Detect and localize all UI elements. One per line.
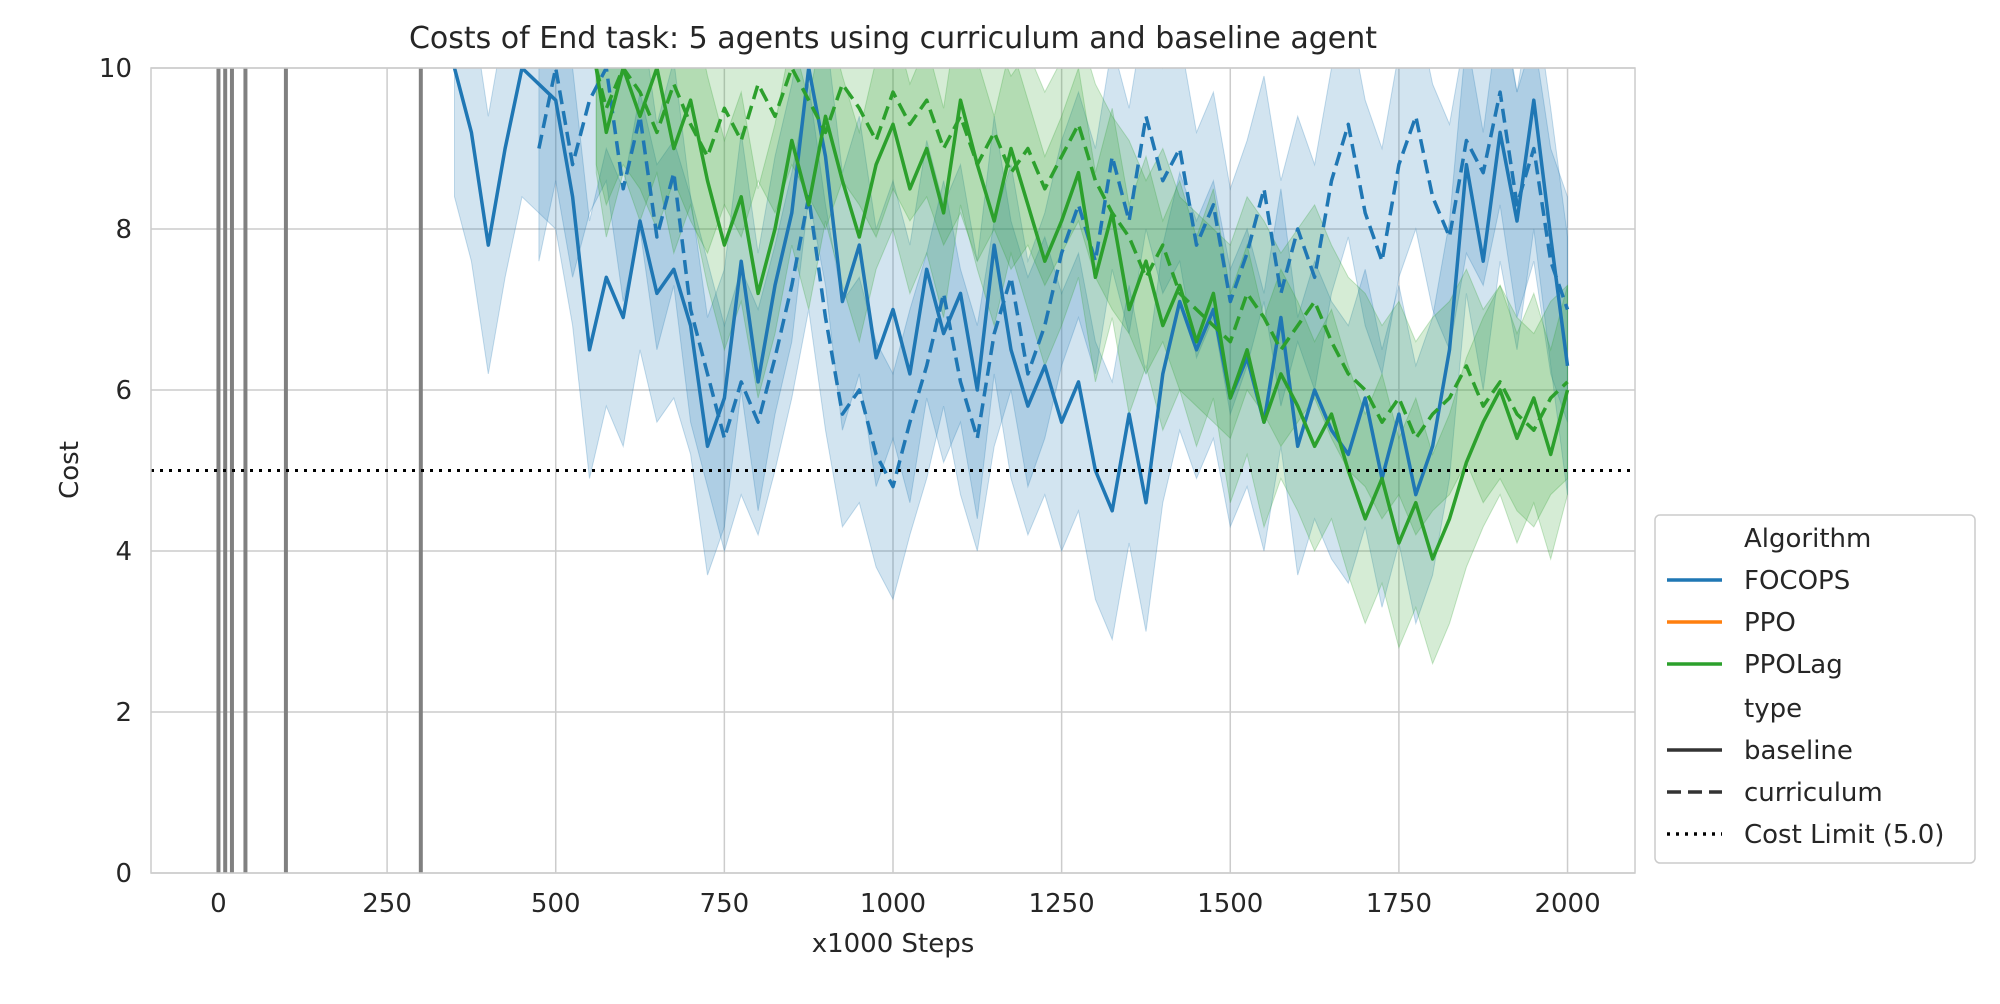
series-line-focops-baseline <box>452 68 1570 513</box>
y-tick-label: 6 <box>115 376 132 406</box>
series-line-ppolag-baseline <box>594 68 1570 561</box>
series-line-focops-curriculum <box>537 68 1570 489</box>
legend-label: PPO <box>1744 608 1796 638</box>
x-tick-label: 1000 <box>860 889 926 919</box>
x-tick-label: 2000 <box>1534 889 1600 919</box>
legend-label: curriculum <box>1744 778 1883 808</box>
y-axis-ticks: 0 2 4 6 8 10 <box>99 54 132 889</box>
confidence-band-focops-curriculum <box>538 68 1568 601</box>
x-tick-label: 1750 <box>1366 889 1432 919</box>
legend-label: FOCOPS <box>1744 566 1850 596</box>
x-tick-label: 1500 <box>1197 889 1263 919</box>
series-lines <box>452 68 1570 561</box>
x-tick-label: 250 <box>362 889 412 919</box>
y-tick-label: 2 <box>115 698 132 728</box>
y-tick-label: 8 <box>115 215 132 245</box>
x-tick-label: 1250 <box>1029 889 1095 919</box>
x-tick-label: 0 <box>210 889 227 919</box>
y-axis-label: Cost <box>55 441 85 499</box>
legend-label: PPOLag <box>1744 650 1843 680</box>
legend-title-type: type <box>1744 694 1802 724</box>
y-tick-label: 0 <box>115 859 132 889</box>
legend-box <box>1654 514 1976 864</box>
legend: Algorithm type FOCOPS PPO PPOLag baseline cu… <box>1654 514 1976 864</box>
x-axis-ticks: 0 250 500 750 1000 1250 1500 1750 2000 <box>210 889 1600 919</box>
legend-title-algorithm: Algorithm <box>1744 524 1871 554</box>
x-tick-label: 750 <box>700 889 750 919</box>
chart-title: Costs of End task: 5 agents using curric… <box>409 21 1377 56</box>
series-line-ppolag-curriculum <box>594 68 1569 441</box>
legend-items: FOCOPS PPO PPOLag baseline curriculum Cost Li… <box>1667 566 1944 850</box>
x-axis-label: x1000 Steps <box>812 929 975 959</box>
confidence-band-ppolag-baseline <box>595 68 1568 666</box>
y-tick-label: 4 <box>115 537 132 567</box>
legend-label: Cost Limit (5.0) <box>1744 820 1944 850</box>
plot-frame <box>150 67 1636 874</box>
x-tick-label: 500 <box>531 889 581 919</box>
y-tick-label: 10 <box>99 54 132 84</box>
legend-label: baseline <box>1744 736 1853 766</box>
